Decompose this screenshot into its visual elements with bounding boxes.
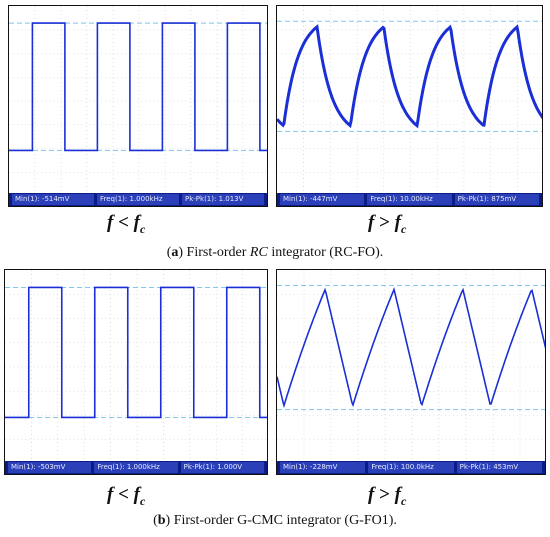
scope-a-left: Min(1): -514mV Freq(1): 1.000kHz Pk-Pk(1… [8,5,268,207]
condition-label-a-left: f < fc [107,212,146,236]
waveform-trace [5,286,267,419]
waveform-trace [277,24,542,129]
caption-a: (a) First-order RC integrator (RC-FO). [166,245,384,260]
scope-a-left-plot [9,6,267,196]
condition-label-b-right: f > fc [368,484,407,508]
scope-b-right: Min(1): -228mV Freq(1): 100.0kHz Pk-Pk(1… [276,269,546,475]
scope-a-left-statusbar: Min(1): -514mV Freq(1): 1.000kHz Pk-Pk(1… [9,193,267,206]
freq-readout: Freq(1): 100.0kHz [368,462,454,473]
scope-b-right-statusbar: Min(1): -228mV Freq(1): 100.0kHz Pk-Pk(1… [277,461,545,474]
scope-a-right-statusbar: Min(1): -447mV Freq(1): 10.00kHz Pk-Pk(1… [277,193,542,206]
scope-b-left: Min(1): -503mV Freq(1): 1.000kHz Pk-Pk(1… [4,269,268,475]
waveform-trace [277,286,545,409]
pkpk-readout: Pk-Pk(1): 1.013V [182,194,264,205]
pkpk-readout: Pk-Pk(1): 1.000V [180,462,264,473]
freq-readout: Freq(1): 10.00kHz [367,194,452,205]
scope-b-right-plot [277,270,545,464]
condition-label-b-left: f < fc [107,484,146,508]
condition-label-a-right: f > fc [368,212,407,236]
scope-a-right-plot [277,6,542,196]
freq-readout: Freq(1): 1.000kHz [97,194,179,205]
caption-b: (b) First-order G-CMC integrator (G-FO1)… [153,513,397,528]
scope-b-left-statusbar: Min(1): -503mV Freq(1): 1.000kHz Pk-Pk(1… [5,461,267,474]
scope-a-right: Min(1): -447mV Freq(1): 10.00kHz Pk-Pk(1… [276,5,543,207]
min-readout: Min(1): -447mV [280,194,365,205]
min-readout: Min(1): -503mV [8,462,92,473]
scope-b-left-plot [5,270,267,464]
waveform-trace [9,22,267,152]
min-readout: Min(1): -228mV [280,462,366,473]
min-readout: Min(1): -514mV [12,194,94,205]
freq-readout: Freq(1): 1.000kHz [94,462,178,473]
pkpk-readout: Pk-Pk(1): 875mV [454,194,539,205]
pkpk-readout: Pk-Pk(1): 453mV [456,462,542,473]
